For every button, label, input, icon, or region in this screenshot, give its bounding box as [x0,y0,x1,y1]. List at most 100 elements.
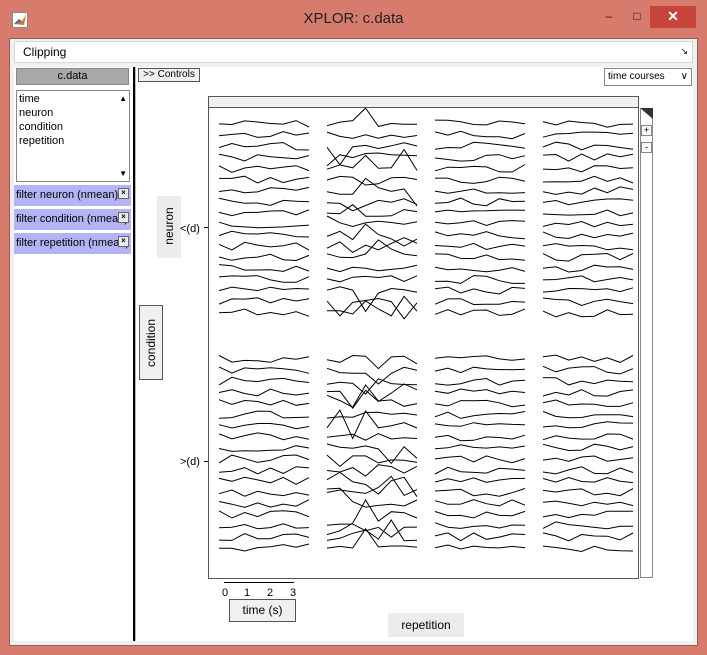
trace-panel [542,120,634,318]
menu-clipping[interactable]: Clipping [23,45,67,59]
trace-line [434,455,526,464]
trace-line [326,527,418,549]
trace-line [326,148,418,171]
matlab-icon [12,12,28,28]
controls-button[interactable]: >> Controls [138,68,200,82]
plot-area[interactable] [208,97,639,579]
trace-panel [218,355,310,552]
trace-line [542,120,634,128]
trace-line [542,264,634,273]
trace-line [542,545,634,553]
zoom-out-button[interactable]: - [641,142,652,153]
trace-line [434,266,526,273]
trace-line [542,252,634,262]
trace-line [218,230,310,238]
trace-line [218,264,310,272]
close-icon[interactable]: × [118,188,129,199]
close-button[interactable]: ✕ [650,6,696,28]
view-mode-select[interactable]: time courses ∨ [604,68,692,86]
filter-label: filter condition (nmean) [16,213,128,225]
filter-repetition[interactable]: filter repetition (nmean) × [14,233,131,254]
trace-line [434,422,526,427]
trace-line [434,488,526,497]
trace-line [434,377,526,386]
trace-line [219,175,310,184]
trace-line [218,286,310,292]
trace-line [542,532,634,542]
trace-line [218,432,310,441]
trace-line [218,399,310,406]
trace-line [434,197,526,207]
view-mode-value: time courses [608,71,665,82]
chevron-down-icon: ∨ [680,71,688,82]
window-client: Clipping ↘ c.data time neuron condition … [9,38,698,646]
trace-line [434,444,526,450]
trace-line [327,295,418,317]
zoom-in-button[interactable]: + [641,125,652,136]
vertical-scrollbar[interactable] [640,108,653,578]
trace-line [434,477,526,483]
row-label-lt: <(d) [180,223,200,235]
filter-condition[interactable]: filter condition (nmean) × [14,209,131,230]
trace-line [542,443,634,452]
trace-line [326,409,418,440]
close-icon[interactable]: × [118,212,129,223]
trace-line [434,286,526,295]
trace-line [434,308,526,316]
trace-line [326,384,418,408]
time-axis-button[interactable]: time (s) [229,599,296,622]
neuron-axis-label[interactable]: neuron [157,196,181,258]
trace-line [326,239,418,259]
trace-line [434,154,526,162]
trace-line [218,308,310,317]
trace-line [542,297,634,307]
trace-line [326,411,418,419]
title-bar: XPLOR: c.data – □ ✕ [0,0,707,38]
trace-line [542,411,634,419]
trace-line [542,131,634,138]
trace-line [218,454,310,464]
trace-line [326,471,418,497]
trace-line [434,399,526,408]
dimension-list[interactable]: time neuron condition repetition ▲ ▼ [16,90,130,182]
trace-line [434,188,526,194]
trace-line [542,141,634,151]
trace-line [326,152,418,167]
trace-line [326,523,418,538]
x-axis-line [224,582,294,583]
filter-neuron[interactable]: filter neuron (nmean) × [14,185,131,206]
trace-panel [326,107,418,320]
repetition-axis-label[interactable]: repetition [388,613,464,637]
trace-line [218,543,310,552]
trace-line [434,522,526,529]
time-course-plot[interactable] [209,98,638,578]
trace-line [218,523,310,530]
list-item-condition[interactable]: condition [19,121,64,133]
trace-line [542,466,634,475]
trace-line [326,487,418,508]
trace-line [326,131,418,139]
trace-line [542,377,634,386]
trace-line [218,186,310,194]
zoom-corner-icon [640,108,653,119]
row-label-gt: >(d) [180,456,200,468]
trace-line [542,198,634,206]
list-item-neuron[interactable]: neuron [19,107,54,119]
scroll-up-icon[interactable]: ▲ [119,94,127,103]
trace-line [326,175,418,186]
maximize-button[interactable]: □ [633,9,641,23]
trace-line [218,410,310,419]
list-item-repetition[interactable]: repetition [19,135,65,147]
trace-line [542,455,634,462]
menu-resize-icon[interactable]: ↘ [680,46,688,56]
trace-line [435,176,526,184]
minimize-button[interactable]: – [605,9,613,23]
scroll-down-icon[interactable]: ▼ [119,169,127,178]
close-icon[interactable]: × [118,236,129,247]
condition-button[interactable]: condition [139,305,163,380]
trace-line [434,411,526,419]
trace-line [326,142,418,166]
trace-line [218,165,310,173]
list-item-time[interactable]: time [19,93,40,105]
trace-line [218,221,310,229]
